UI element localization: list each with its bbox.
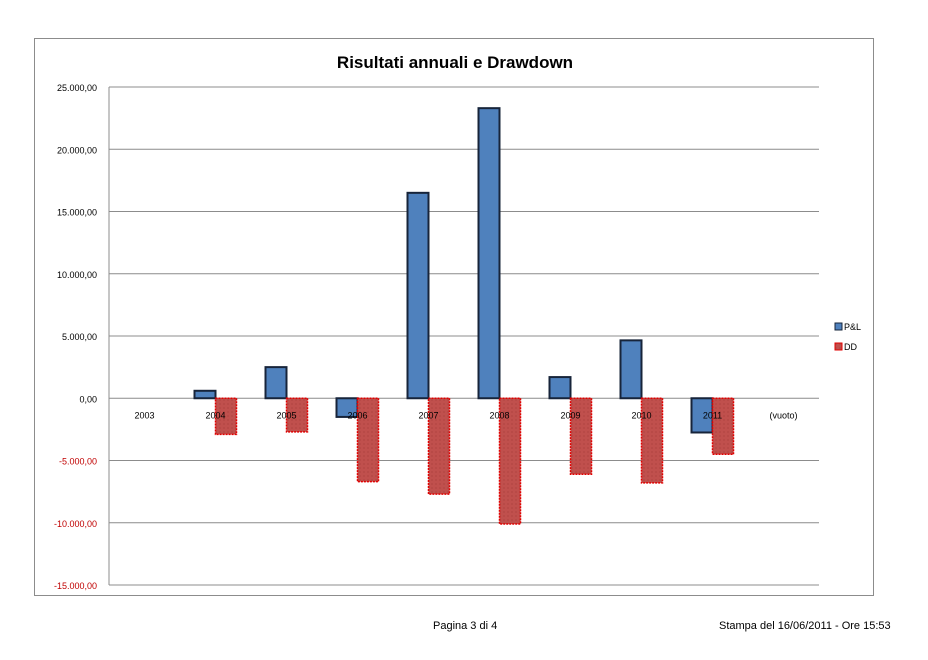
bar-dd-2007 <box>427 397 451 495</box>
x-tick-label: (vuoto) <box>769 410 797 420</box>
legend-label-dd: DD <box>844 342 857 352</box>
y-tick-label: -15.000,00 <box>54 581 97 591</box>
chart-frame: Risultati annuali e Drawdown 25.000,00 20… <box>34 38 874 596</box>
x-tick-label: 2007 <box>418 410 438 420</box>
x-tick-label: 2004 <box>205 410 225 420</box>
bar-pl-2010 <box>619 339 643 400</box>
x-axis-tick-labels: 2003 2004 2005 2006 2007 2008 2009 2010 2011 (vuo… <box>134 410 797 420</box>
bar-dd-2009 <box>569 397 593 475</box>
bar-dd-2010 <box>640 397 664 484</box>
y-axis-tick-labels: 25.000,00 20.000,00 15.000,00 10.000,00 5.00… <box>54 83 97 591</box>
footer-page-number: Pagina 3 di 4 <box>433 620 498 632</box>
bar-dd-2005 <box>285 397 309 433</box>
chart-title: Risultati annuali e Drawdown <box>337 53 573 72</box>
footer-print-timestamp: Stampa del 16/06/2011 - Ore 15:53 <box>719 620 891 632</box>
x-tick-label: 2008 <box>489 410 509 420</box>
legend: P&L DD <box>834 322 861 352</box>
gridlines <box>108 86 819 586</box>
bar-dd-2004 <box>214 397 238 436</box>
bar-pl-2008 <box>477 107 501 400</box>
bars <box>193 107 735 525</box>
y-tick-label: 5.000,00 <box>62 332 97 342</box>
y-tick-label: 15.000,00 <box>57 208 97 218</box>
y-tick-label: 0,00 <box>79 394 97 404</box>
legend-swatch-dd <box>834 342 843 351</box>
bar-pl-2005 <box>264 366 288 400</box>
y-tick-label: -5.000,00 <box>59 457 97 467</box>
bar-dd-2011 <box>711 397 735 456</box>
y-tick-label: 20.000,00 <box>57 145 97 155</box>
x-tick-label: 2011 <box>703 410 722 420</box>
bar-chart: Risultati annuali e Drawdown 25.000,00 20… <box>54 53 861 591</box>
y-tick-label: -10.000,00 <box>54 519 97 529</box>
bar-pl-2007 <box>406 191 430 400</box>
legend-label-pl: P&L <box>844 322 861 332</box>
x-tick-label: 2003 <box>134 410 154 420</box>
x-tick-label: 2005 <box>276 410 296 420</box>
legend-swatch-pl <box>834 322 843 331</box>
y-tick-label: 25.000,00 <box>57 83 97 93</box>
x-tick-label: 2006 <box>347 410 367 420</box>
bar-pl-2004 <box>193 389 217 400</box>
bar-dd-2006 <box>356 397 380 483</box>
x-tick-label: 2010 <box>631 410 651 420</box>
y-tick-label: 10.000,00 <box>57 270 97 280</box>
bar-dd-2008 <box>498 397 522 525</box>
bar-pl-2009 <box>548 376 572 400</box>
x-tick-label: 2009 <box>560 410 580 420</box>
